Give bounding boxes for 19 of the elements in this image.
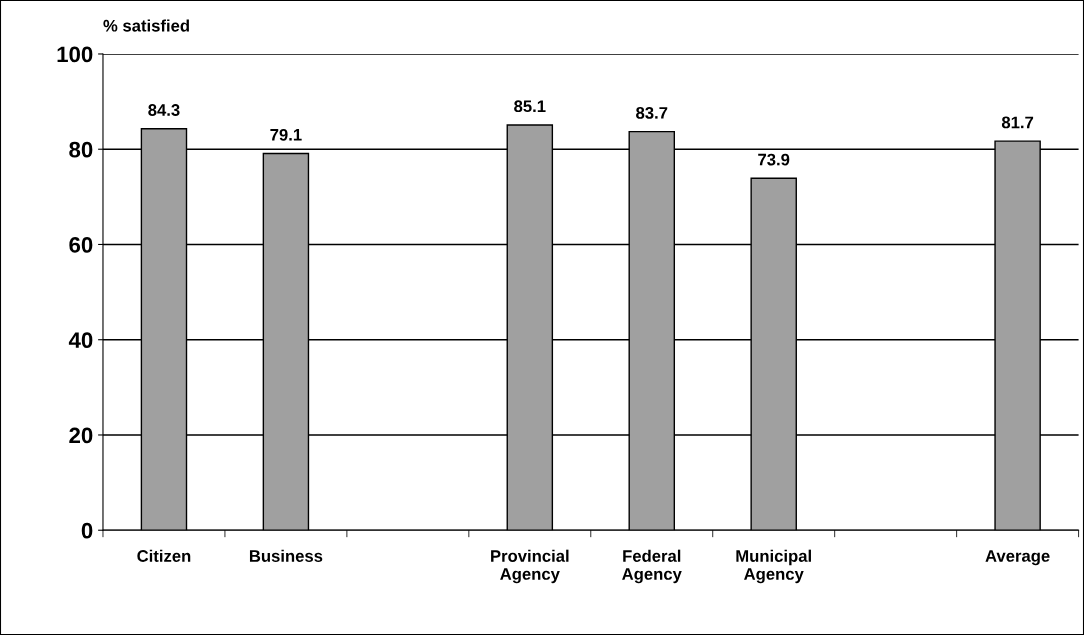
data-label: 85.1 xyxy=(514,100,546,113)
x-tick-label: Federal Agency xyxy=(622,549,682,584)
y-axis-title: % satisfied xyxy=(103,19,189,32)
data-label: 79.1 xyxy=(270,128,302,141)
data-label: 84.3 xyxy=(148,104,180,116)
data-label: 81.7 xyxy=(1001,116,1034,129)
y-tick-label: 100 xyxy=(57,46,93,63)
x-tick-label: Municipal Agency xyxy=(736,549,811,584)
data-label: 83.7 xyxy=(636,106,668,119)
x-tick-label: Average xyxy=(985,550,1050,566)
y-tick-label: 20 xyxy=(69,427,93,444)
y-tick-label: 40 xyxy=(68,332,93,348)
x-tick-label: Citizen xyxy=(137,549,191,562)
y-tick-label: 80 xyxy=(69,141,93,158)
x-tick-label: Provincial Agency xyxy=(491,549,569,584)
x-tick-label: Business xyxy=(249,549,323,562)
data-label: 73.9 xyxy=(758,153,790,166)
y-tick-label: 0 xyxy=(81,522,93,539)
y-tick-label: 60 xyxy=(69,237,93,253)
